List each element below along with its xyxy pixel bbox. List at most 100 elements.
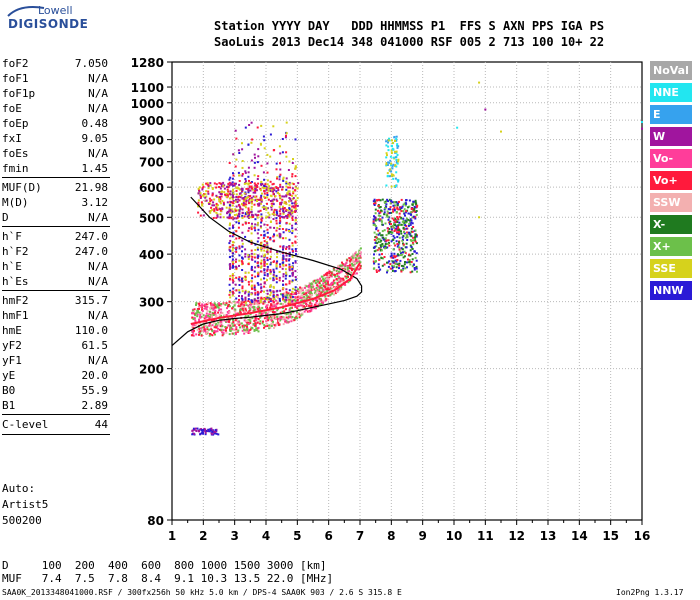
echo-point [217,327,219,330]
echo-point [241,245,244,248]
echo-point [244,290,247,293]
echo-point [303,305,306,308]
echo-point [192,309,195,312]
echo-point [252,195,255,198]
param-value: 20.0 [81,369,109,382]
echo-point [251,187,254,190]
param-row: MUF(D) 21.98 [2,180,108,195]
echo-point [191,329,194,332]
echo-point [390,185,393,188]
echo-point [240,188,243,190]
echo-point [260,124,263,127]
echo-point [247,189,250,192]
echo-point [215,206,218,209]
echo-point [285,283,288,286]
echo-point [395,266,398,269]
echo-point [383,213,386,216]
echo-point [231,274,234,277]
echo-point [270,205,273,207]
echo-point [401,223,404,226]
echo-point [301,312,304,315]
echo-point [270,303,272,306]
echo-point [306,300,309,303]
echo-point [403,212,406,215]
param-row: B1 2.89 [2,398,108,413]
echo-point [388,228,391,230]
echo-point [415,259,418,262]
echo-point [258,311,261,314]
echo-point [223,314,226,317]
echo-point [390,162,393,165]
echo-point [254,275,257,278]
echo-point [322,285,325,288]
echo-point [349,260,352,263]
param-value: 3.12 [81,196,109,209]
echo-point [402,235,405,237]
echo-point [200,428,203,431]
echo-point [221,312,224,314]
echo-point [269,190,272,192]
echo-point [238,222,240,225]
echo-point [237,171,240,174]
echo-point [395,139,398,142]
echo-point [238,204,241,207]
echo-point [260,200,263,203]
echo-point [271,317,274,320]
echo-point [256,301,259,304]
echo-point [266,207,269,210]
echo-point [232,226,234,229]
echo-point [283,292,286,295]
echo-point [400,232,403,235]
echo-point [244,253,247,256]
echo-point [403,231,405,233]
echo-point [251,198,254,201]
echo-point [261,312,264,315]
echo-point [248,306,251,309]
echo-point [389,263,392,266]
echo-point [396,259,399,261]
echo-point [232,233,235,236]
param-name: hmF1 [2,309,29,322]
echo-point [245,200,248,203]
echo-point [197,211,200,214]
x-tick-label: 13 [540,529,557,543]
echo-point [289,198,292,201]
echo-point [218,313,221,316]
echo-point [348,257,351,260]
echo-point [280,293,282,296]
echo-point [294,199,297,202]
echo-point [391,167,394,170]
echo-point [396,154,399,156]
echo-point [278,315,281,318]
echo-point [272,286,275,289]
echo-point [381,234,384,237]
echo-point [291,287,294,290]
echo-point [282,212,285,215]
echo-point [213,209,216,212]
echo-point [280,203,282,206]
echo-point [241,212,244,214]
echo-point [245,182,248,185]
echo-point [219,202,222,205]
echo-point [241,279,243,281]
echo-point [244,275,247,278]
echo-point [383,208,386,211]
echo-point [288,280,291,283]
echo-point [276,234,279,237]
echo-point [414,236,416,239]
echo-point [271,315,274,317]
echo-point [357,256,360,259]
echo-point [200,201,203,204]
echo-point [394,177,397,180]
echo-point [297,296,300,299]
echo-point [294,194,297,197]
echo-point [269,326,272,329]
echo-point [226,194,229,197]
echo-point [259,209,262,212]
echo-point [251,258,254,261]
echo-point [376,242,379,245]
echo-point [279,173,282,176]
echo-point [294,235,297,238]
echo-point [409,271,412,274]
echo-point [287,186,290,189]
